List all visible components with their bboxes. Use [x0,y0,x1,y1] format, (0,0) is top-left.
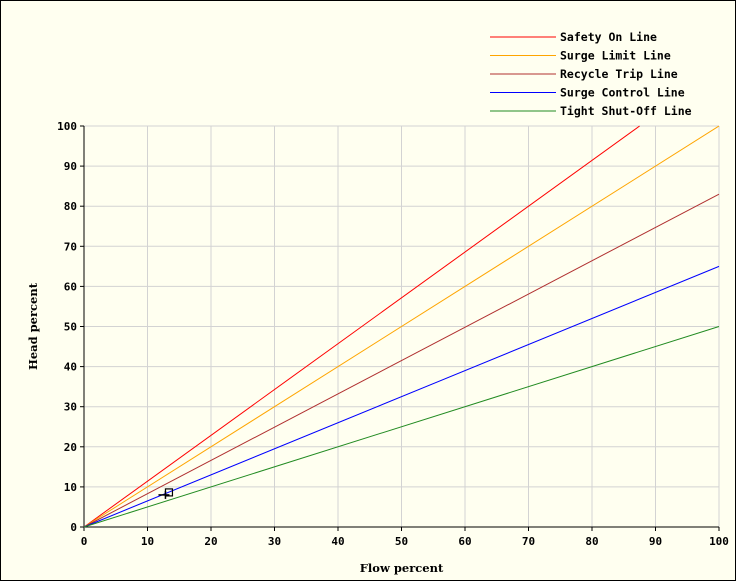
series-lines [83,125,720,528]
legend-label: Surge Control Line [560,86,685,100]
y-tick-label: 80 [64,200,77,213]
y-tick-label: 70 [64,240,77,253]
series-line-tight-shut-off-line [83,326,720,528]
y-tick-label: 10 [64,481,77,494]
x-axis-title: Flow percent [360,561,444,575]
y-tick-label: 30 [64,401,77,414]
legend-label: Recycle Trip Line [560,67,678,81]
series-line-surge-limit-line [83,125,720,528]
x-tick-label: 10 [141,535,154,548]
y-tick-label: 50 [64,321,77,334]
legend-label: Safety On Line [560,30,657,44]
operating-point-marker [158,488,174,499]
series-line-recycle-trip-line [83,193,720,528]
x-tick-label: 70 [522,535,535,548]
x-tick-label: 80 [585,535,598,548]
x-tick-label: 60 [458,535,471,548]
x-tick-label: 40 [331,535,344,548]
axes: 0 10 20 30 40 50 60 70 80 90 100 0 10 20 30 40 50 60 70 80 9… [57,120,729,548]
x-tick-label: 90 [649,535,662,548]
y-axis-title: Head percent [26,282,40,370]
y-tick-label: 40 [64,361,77,374]
x-tick-label: 100 [709,535,729,548]
y-tick-label: 20 [64,441,77,454]
y-tick-label: 0 [70,521,77,534]
y-tick-label: 60 [64,280,77,293]
x-tick-label: 30 [268,535,281,548]
series-line-safety-on-line [83,125,640,528]
x-tick-label: 20 [204,535,217,548]
legend: Safety On Line Surge Limit Line Recycle Tr… [490,30,692,118]
x-tick-label: 0 [81,535,88,548]
y-tick-label: 100 [57,120,77,133]
operating-point-square [164,488,174,497]
legend-label: Surge Limit Line [560,49,671,63]
series-line-surge-control-line [83,265,720,528]
legend-label: Tight Shut-Off Line [560,104,692,118]
x-tick-label: 50 [395,535,408,548]
y-tick-label: 90 [64,160,77,173]
